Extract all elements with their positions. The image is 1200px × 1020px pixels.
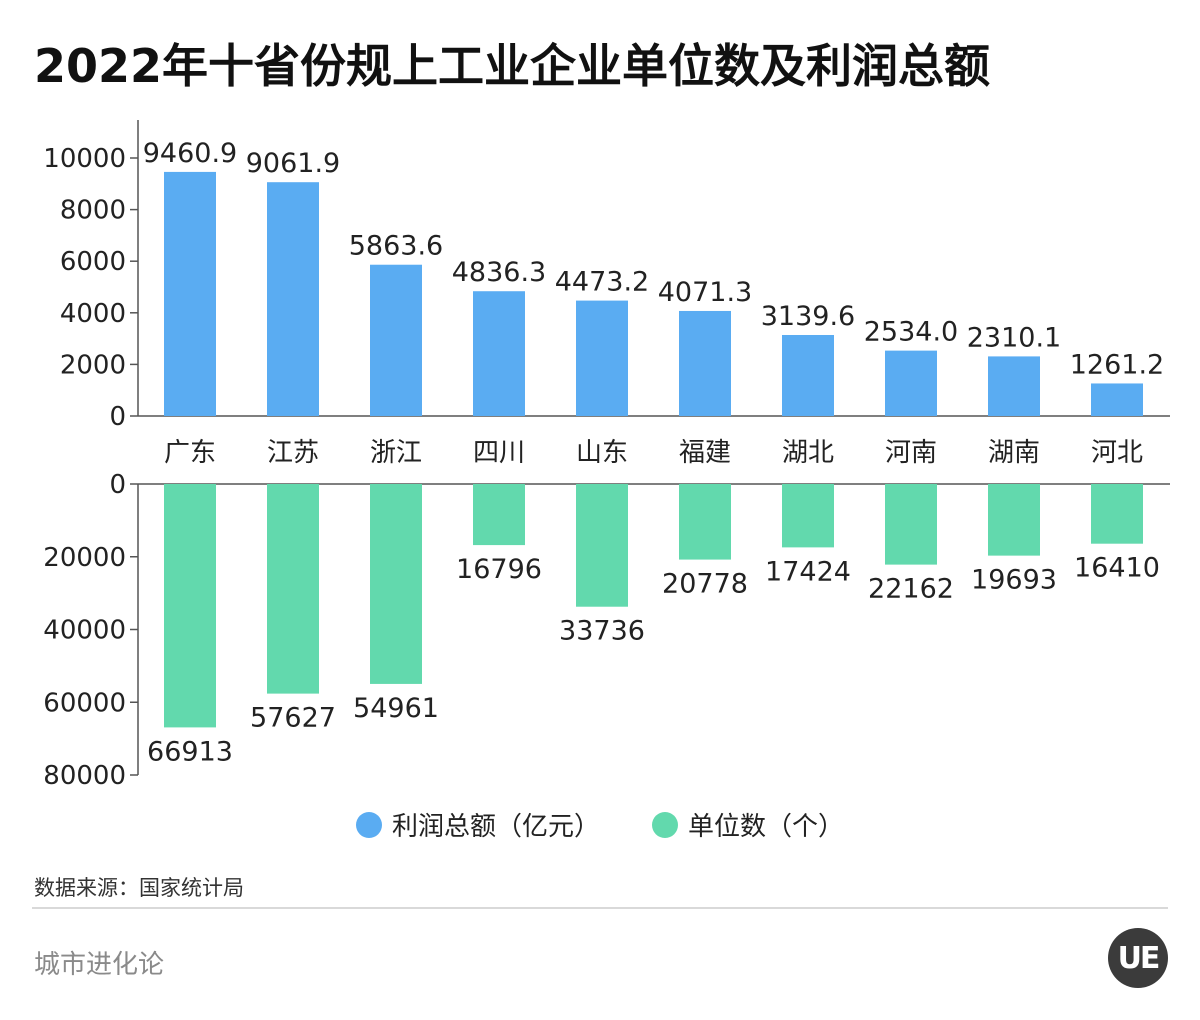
chart-title: 2022年十省份规上工业企业单位数及利润总额 [34,39,991,93]
bar-profit [782,334,834,416]
brand-logo: UE [1108,928,1168,988]
bar-units [267,484,319,694]
bar-units [370,484,422,684]
bar-units [473,484,525,546]
data-label-profit: 5863.6 [349,231,443,262]
bar-units [164,484,216,728]
legend-label-profit: 利润总额（亿元） [391,812,600,842]
category-label: 四川 [473,438,525,468]
bar-units [988,484,1040,556]
footer-brand: 城市进化论 [34,950,165,980]
y-tick-label-bottom: 40000 [43,616,126,646]
bar-profit [267,182,319,416]
category-label: 浙江 [370,438,422,468]
footer-divider [32,907,1168,909]
data-label-units: 16410 [1074,553,1160,584]
bar-profit [576,300,628,416]
bar-profit [164,171,216,416]
category-label: 河北 [1091,438,1143,468]
bar-profit [370,264,422,416]
data-label-profit: 2310.1 [967,322,1061,353]
category-label: 山东 [576,438,628,468]
data-label-units: 57627 [250,703,336,734]
category-label: 广东 [164,438,216,468]
data-label-units: 19693 [971,565,1057,596]
data-label-units: 17424 [765,556,851,587]
category-label: 福建 [679,438,731,468]
bar-profit [885,350,937,416]
bar-profit [679,310,731,416]
y-tick-label-top: 10000 [43,144,126,174]
data-label-profit: 4836.3 [452,257,546,288]
data-label-profit: 4071.3 [658,277,752,308]
chart-area: 0 2000 4000 6000 8000 10000 0 20000 40000 60000 80… [43,120,1170,791]
y-tick-label-top: 8000 [60,196,126,226]
legend-label-units: 单位数（个） [688,812,845,842]
category-label: 河南 [885,438,937,468]
category-label: 江苏 [267,438,319,468]
y-tick-label-top: 2000 [60,350,126,380]
data-label-profit: 9460.9 [143,138,237,169]
bar-units [782,484,834,548]
data-label-profit: 2534.0 [864,317,958,348]
bar-profit [988,356,1040,416]
data-label-profit: 3139.6 [761,301,855,332]
data-label-profit: 4473.2 [555,267,649,298]
bar-units [885,484,937,565]
legend: 利润总额（亿元） 单位数（个） [0,806,1200,843]
y-tick-label-top: 4000 [60,299,126,329]
category-label: 湖南 [988,438,1040,468]
y-tick-label-bottom: 20000 [43,543,126,573]
bar-profit [473,291,525,416]
data-label-units: 33736 [559,616,645,647]
y-tick-label-top: 0 [109,402,126,432]
legend-swatch-profit [355,811,382,838]
y-tick-label-bottom: 0 [109,470,126,500]
y-tick-label-bottom: 80000 [43,761,126,791]
category-label: 湖北 [782,438,834,468]
legend-item-units[interactable]: 单位数（个） [652,806,844,843]
bar-units [679,484,731,560]
data-source: 数据来源：国家统计局 [34,876,244,900]
data-label-units: 54961 [353,693,439,724]
bar-units [1091,484,1143,544]
legend-swatch-units [652,811,678,838]
y-tick-label-top: 6000 [60,247,126,277]
data-label-units: 22162 [868,574,954,605]
bar-units [576,484,628,607]
data-label-profit: 9061.9 [246,148,340,179]
y-tick-label-bottom: 60000 [43,688,126,718]
data-label-units: 20778 [662,569,748,600]
bar-profit [1091,383,1143,416]
data-label-units: 66913 [147,736,233,767]
legend-item-profit[interactable]: 利润总额（亿元） [355,806,600,843]
data-label-profit: 1261.2 [1070,349,1164,380]
data-label-units: 16796 [456,554,542,585]
